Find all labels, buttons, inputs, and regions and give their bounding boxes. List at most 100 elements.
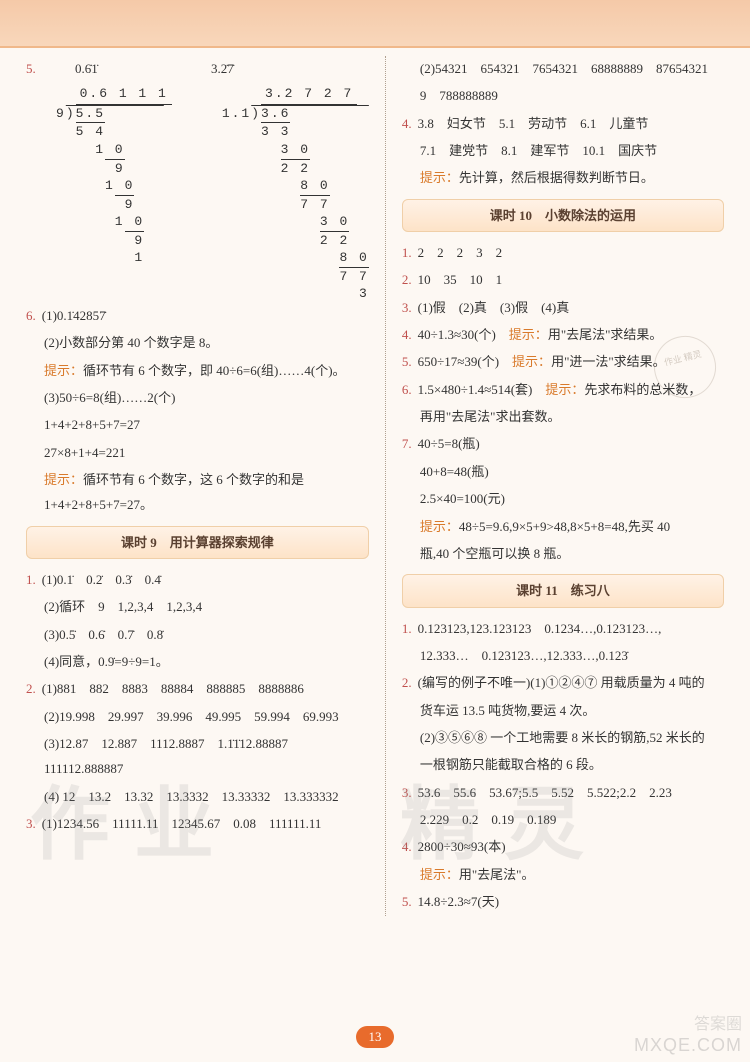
s11q2-num: 2. — [402, 675, 412, 690]
s11q2-p1-text: (编写的例子不唯一)(1)①②④⑦ 用载质量为 4 吨的 — [418, 675, 705, 690]
q6-p4: 1+4+2+8+5+7=27 — [26, 412, 369, 437]
s10q7-hint2: 瓶,40 个空瓶可以换 8 瓶。 — [402, 541, 724, 566]
s9q3-cont1: (2)54321 654321 7654321 68888889 8765432… — [402, 56, 724, 81]
q5-val1: 0.6̇1̇ — [75, 61, 98, 76]
s10q3-num: 3. — [402, 300, 412, 315]
s10q2: 2. 10 35 10 1 — [402, 267, 724, 292]
s9q3-num: 3. — [26, 816, 36, 831]
s10q7-p1: 7. 40÷5=8(瓶) — [402, 431, 724, 456]
q6-num: 6. — [26, 308, 36, 323]
s9q4-hint: 提示：先计算，然后根据得数判断节日。 — [402, 165, 724, 190]
s9q3-cont2: 9 788888889 — [402, 83, 724, 108]
hint-label: 提示： — [512, 354, 551, 369]
section-11-title: 课时 11 练习八 — [402, 574, 724, 607]
s10q4-hint: 用"去尾法"求结果。 — [548, 327, 663, 342]
s10q6-hint2: 再用"去尾法"求出套数。 — [402, 404, 724, 429]
s11q1-p1-text: 0.123123,123.123123 0.1234…,0.123123…, — [418, 621, 662, 636]
s10q7-p3: 2.5×40=100(元) — [402, 486, 724, 511]
s9q2-num: 2. — [26, 681, 36, 696]
q5-header: 5. 0.6̇1̇ 3.2̇7̇ — [26, 56, 369, 81]
s10q7-p2: 40+8=48(瓶) — [402, 459, 724, 484]
q6-hint2: 提示：循环节有 6 个数字，这 6 个数字的和是 1+4+2+8+5+7=27。 — [26, 467, 369, 518]
s10q6-num: 6. — [402, 382, 412, 397]
s11q1-p2: 12.333… 0.123123…,12.333…,0.123̇ — [402, 643, 724, 668]
s9q3-p1-text: (1)1234.56 11111.11 12345.67 0.08 111111… — [42, 816, 322, 831]
s11q4-text: 2800÷30≈93(本) — [418, 839, 506, 854]
s10q6-text: 1.5×480÷1.4≈514(套) — [418, 382, 546, 397]
s11q5-num: 5. — [402, 894, 412, 909]
s11q5: 5. 14.8÷2.3≈7(天) — [402, 889, 724, 914]
q5-val2: 3.2̇7̇ — [211, 61, 234, 76]
s10q7-p1-text: 40÷5=8(瓶) — [418, 436, 480, 451]
header-decoration — [0, 0, 750, 48]
section-10-title: 课时 10 小数除法的运用 — [402, 199, 724, 232]
s10q5-hint: 用"进一法"求结果。 — [551, 354, 666, 369]
long-division-row: 0.6 1 1 1 9)5.5 5 4 1 0 9 1 0 9 1 0 9 1 … — [56, 85, 369, 303]
s11q2-p2: 货车运 13.5 吨货物,要运 4 次。 — [402, 698, 724, 723]
s10q2-num: 2. — [402, 272, 412, 287]
q6-p1-text: (1)0.1̇42857̇ — [42, 308, 106, 323]
s9q4-p2: 7.1 建党节 8.1 建军节 10.1 国庆节 — [402, 138, 724, 163]
s11q3-p1-text: 53.6 55.6 53.67;5.5 5.52 5.522;2.2 2.23 — [418, 785, 672, 800]
s11q1-p1: 1. 0.123123,123.123123 0.1234…,0.123123…, — [402, 616, 724, 641]
q6-p2: (2)小数部分第 40 个数字是 8。 — [26, 330, 369, 355]
s9q4-num: 4. — [402, 116, 412, 131]
s11q2-p3: (2)③⑤⑥⑧ 一个工地需要 8 米长的钢筋,52 米长的 — [402, 725, 724, 750]
hint-label: 提示： — [420, 170, 459, 185]
page-content: 5. 0.6̇1̇ 3.2̇7̇ 0.6 1 1 1 9)5.5 5 4 1 0… — [0, 48, 750, 926]
s9q1-p4: (4)同意，0.9̇=9÷9=1。 — [26, 649, 369, 674]
s9q2-p1: 2. (1)881 882 8883 88884 888885 8888886 — [26, 676, 369, 701]
s9q2-p3: (3)12.87 12.887 1112.8887 1.1̇1̇12.88887… — [26, 731, 369, 782]
q6-hint1-text: 循环节有 6 个数字，即 40÷6=6(组)……4(个)。 — [83, 363, 346, 378]
s9q1-p1: 1. (1)0.1̇ 0.2̇ 0.3̇ 0.4̇ — [26, 567, 369, 592]
s10q3-text: (1)假 (2)真 (3)假 (4)真 — [418, 300, 570, 315]
s11q4: 4. 2800÷30≈93(本) — [402, 834, 724, 859]
q5-num: 5. — [26, 61, 36, 76]
hint-label: 提示： — [420, 519, 459, 534]
hint-label: 提示： — [545, 382, 584, 397]
page-number: 13 — [356, 1026, 394, 1048]
s9q2-p2: (2)19.998 29.997 39.996 49.995 59.994 69… — [26, 704, 369, 729]
s10q1-text: 2 2 2 3 2 — [418, 245, 503, 260]
s10q1-num: 1. — [402, 245, 412, 260]
s11q1-num: 1. — [402, 621, 412, 636]
s9q1-p1-text: (1)0.1̇ 0.2̇ 0.3̇ 0.4̇ — [42, 572, 161, 587]
s9q1-p3: (3)0.5̇ 0.6̇ 0.7̇ 0.8̇ — [26, 622, 369, 647]
s11q3-p2: 2.229 0.2 0.19 0.189 — [402, 807, 724, 832]
q6-p5: 27×8+1+4=221 — [26, 440, 369, 465]
s9q4-p1: 4. 3.8 妇女节 5.1 劳动节 6.1 儿童节 — [402, 111, 724, 136]
hint-label: 提示： — [44, 472, 83, 487]
right-column: (2)54321 654321 7654321 68888889 8765432… — [402, 56, 724, 916]
s10q4-text: 40÷1.3≈30(个) — [418, 327, 509, 342]
s10q5-text: 650÷17≈39(个) — [418, 354, 512, 369]
hint-label: 提示： — [509, 327, 548, 342]
s11q4-hint-text: 用"去尾法"。 — [459, 867, 535, 882]
s11q2-p4: 一根钢筋只能截取合格的 6 段。 — [402, 752, 724, 777]
s10q2-text: 10 35 10 1 — [418, 272, 503, 287]
s9q2-p4: (4) 12 13.2 13.32 13.3332 13.33332 13.33… — [26, 784, 369, 809]
s10q7-num: 7. — [402, 436, 412, 451]
s10q3: 3. (1)假 (2)真 (3)假 (4)真 — [402, 295, 724, 320]
long-division-2: 3.2 7 2 7 1.1)3.6 3 3 3 0 2 2 8 0 7 7 3 … — [222, 85, 369, 303]
s9q4-p1-text: 3.8 妇女节 5.1 劳动节 6.1 儿童节 — [418, 116, 649, 131]
q6-p1: 6. (1)0.1̇42857̇ — [26, 303, 369, 328]
s9q1-p2: (2)循环 9 1,2,3,4 1,2,3,4 — [26, 594, 369, 619]
corner-watermark: MXQE.COM — [634, 1035, 742, 1056]
s10q1: 1. 2 2 2 3 2 — [402, 240, 724, 265]
s9q1-num: 1. — [26, 572, 36, 587]
long-division-1: 0.6 1 1 1 9)5.5 5 4 1 0 9 1 0 9 1 0 9 1 — [56, 85, 172, 303]
s11q2-p1: 2. (编写的例子不唯一)(1)①②④⑦ 用载质量为 4 吨的 — [402, 670, 724, 695]
s11q5-text: 14.8÷2.3≈7(天) — [418, 894, 499, 909]
s9q2-p1-text: (1)881 882 8883 88884 888885 8888886 — [42, 681, 304, 696]
s9q4-hint-text: 先计算，然后根据得数判断节日。 — [459, 170, 654, 185]
s10q7-hint: 提示：48÷5=9.6,9×5+9>48,8×5+8=48,先买 40 — [402, 514, 724, 539]
column-divider — [385, 56, 386, 916]
s11q3-num: 3. — [402, 785, 412, 800]
hint-label: 提示： — [44, 363, 83, 378]
s10q4-num: 4. — [402, 327, 412, 342]
hint-label: 提示： — [420, 867, 459, 882]
s10q5-num: 5. — [402, 354, 412, 369]
s11q3-p1: 3. 53.6 55.6 53.67;5.5 5.52 5.522;2.2 2.2… — [402, 780, 724, 805]
s11q4-num: 4. — [402, 839, 412, 854]
s10q7-hint-text: 48÷5=9.6,9×5+9>48,8×5+8=48,先买 40 — [459, 519, 670, 534]
